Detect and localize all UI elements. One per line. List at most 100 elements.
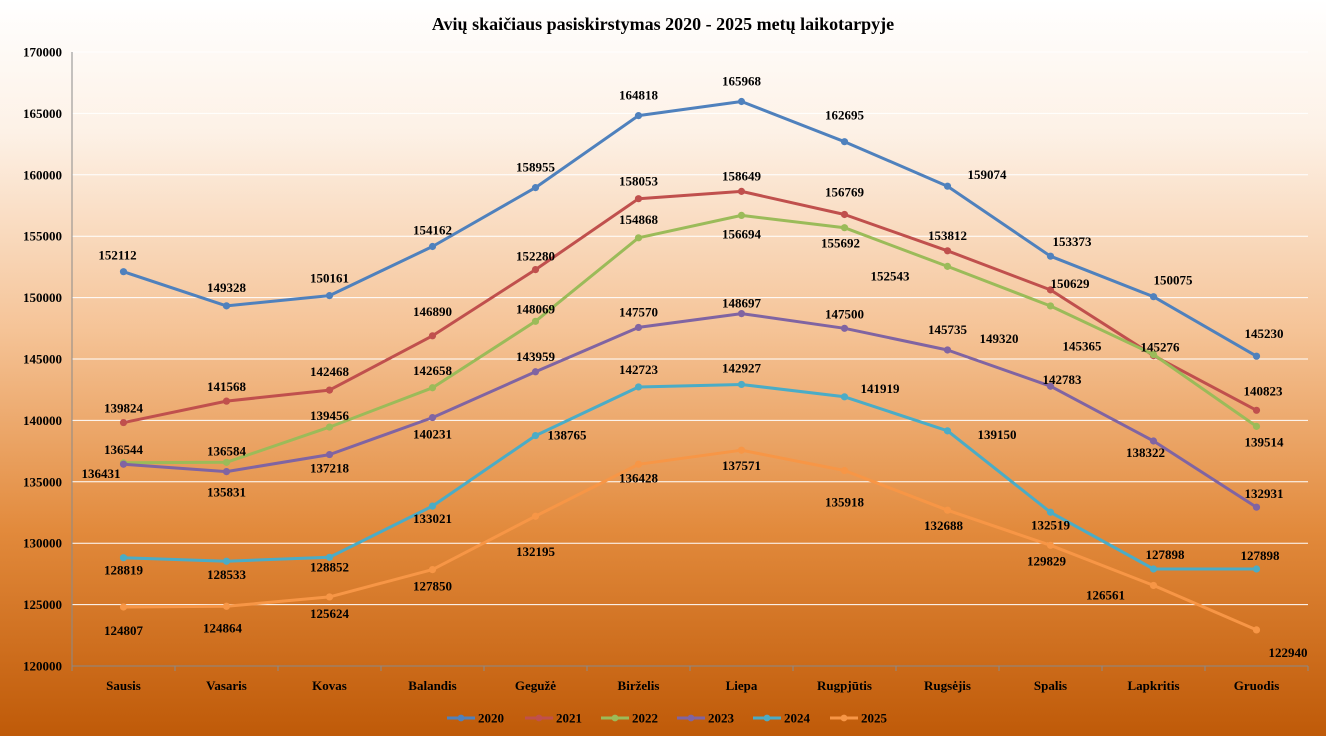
data-label-2024: 128852 <box>310 559 349 574</box>
axes: 120000 125000 130000 135000 140000 145000 1500… <box>23 45 1309 693</box>
data-point-2024 <box>840 393 849 401</box>
data-point-2020 <box>1046 252 1055 260</box>
data-label-2025: 125624 <box>310 606 350 621</box>
data-point-2021 <box>737 187 746 195</box>
data-point-2022 <box>325 423 334 431</box>
data-point-2025 <box>531 512 540 520</box>
series-line-2023 <box>123 312 1258 509</box>
data-point-2023 <box>737 310 746 318</box>
data-point-2020 <box>737 97 746 106</box>
data-label-2022: 148069 <box>516 301 556 316</box>
data-point-2021 <box>325 386 334 394</box>
data-label-2020: 162695 <box>825 108 865 123</box>
data-label-2023: 138322 <box>1126 445 1165 460</box>
data-point-2021 <box>634 195 643 203</box>
data-label-2022: 156694 <box>722 226 762 241</box>
gridlines <box>72 51 1308 606</box>
data-label-2021: 141568 <box>207 379 247 394</box>
data-point-2025 <box>634 460 643 468</box>
data-point-2023 <box>531 368 540 376</box>
data-label-2025: 132688 <box>924 518 964 533</box>
data-point-2023 <box>222 467 231 476</box>
series-line-2021 <box>123 189 1258 425</box>
data-point-2022 <box>634 234 643 242</box>
data-point-2025 <box>1252 626 1261 634</box>
data-label-2022: 142658 <box>413 363 453 378</box>
data-point-2022 <box>222 458 231 466</box>
data-point-2020 <box>119 268 128 276</box>
data-point-2024 <box>325 553 334 561</box>
data-label-2023: 142783 <box>1043 372 1083 387</box>
data-label-2025: 137571 <box>722 458 761 473</box>
data-point-2020 <box>1149 293 1158 301</box>
data-point-2022 <box>1046 302 1055 310</box>
x-tick-label: Balandis <box>408 678 456 693</box>
data-label-2024: 128819 <box>104 563 144 578</box>
series-line-2025 <box>123 448 1258 632</box>
data-label-2022: 152543 <box>871 268 911 283</box>
data-point-2021 <box>222 397 231 405</box>
y-tick-label: 165000 <box>23 106 62 121</box>
data-point-2020 <box>222 302 231 310</box>
data-label-2023: 135831 <box>207 485 246 500</box>
legend-marker-2021 <box>535 714 543 722</box>
data-label-2025: 124864 <box>203 620 243 635</box>
data-point-2024 <box>1046 508 1055 516</box>
x-tick-label: Sausis <box>106 678 141 693</box>
series <box>119 97 1261 634</box>
data-point-2023 <box>840 324 849 332</box>
y-tick-label: 130000 <box>23 536 62 551</box>
data-point-2021 <box>943 247 952 255</box>
data-label-2020: 152112 <box>98 248 136 263</box>
data-point-2025 <box>119 603 128 611</box>
data-label-2021: 140823 <box>1244 383 1284 398</box>
data-label-2021: 146890 <box>413 304 452 319</box>
x-tick-label: Birželis <box>618 678 660 693</box>
data-label-2024: 142723 <box>619 362 659 377</box>
data-label-2022: 139514 <box>1245 434 1285 449</box>
data-point-2022 <box>737 211 746 219</box>
data-label-2023: 143959 <box>516 349 556 364</box>
data-point-2024 <box>1252 565 1261 573</box>
data-label-2020: 159074 <box>968 167 1008 182</box>
data-label-2024: 141919 <box>861 381 901 396</box>
data-point-2023 <box>1252 503 1261 511</box>
legend-label-2020: 2020 <box>478 711 504 726</box>
data-label-2024: 142927 <box>722 360 762 375</box>
data-label-2025: 126561 <box>1086 587 1125 602</box>
data-label-2020: 158955 <box>516 160 556 175</box>
data-point-2022 <box>1149 350 1158 359</box>
data-label-2024: 127898 <box>1146 547 1186 562</box>
data-point-2025 <box>428 566 437 574</box>
data-point-2020 <box>531 184 540 192</box>
data-label-2022: 136544 <box>104 442 144 457</box>
data-point-2023 <box>943 346 952 354</box>
data-point-2022 <box>531 317 540 325</box>
data-label-2024: 133021 <box>413 511 452 526</box>
data-label-2024: 138765 <box>548 428 588 443</box>
y-tick-label: 140000 <box>23 413 62 428</box>
data-point-2020 <box>634 112 643 120</box>
data-point-2024 <box>737 380 746 389</box>
x-tick-label: Lapkritis <box>1127 678 1179 693</box>
data-point-2024 <box>119 554 128 562</box>
data-point-2020 <box>943 182 952 190</box>
data-point-2025 <box>325 593 334 601</box>
data-point-2023 <box>325 450 334 459</box>
data-label-2023: 148697 <box>722 296 762 311</box>
data-point-2024 <box>943 427 952 435</box>
data-point-2025 <box>737 446 746 454</box>
data-point-2023 <box>119 460 128 468</box>
x-tick-label: Vasaris <box>206 678 247 693</box>
y-tick-label: 120000 <box>23 659 62 674</box>
legend: 2020 2021 2022 2023 2024 2025 <box>447 711 888 726</box>
data-label-2025: 132195 <box>516 544 556 559</box>
data-label-2022: 154868 <box>619 212 659 227</box>
data-label-2024: 127898 <box>1241 548 1281 563</box>
data-label-2021: 158649 <box>722 168 762 183</box>
data-point-2021 <box>1046 286 1055 294</box>
data-point-2020 <box>1252 352 1261 360</box>
data-label-2024: 132519 <box>1031 517 1071 532</box>
